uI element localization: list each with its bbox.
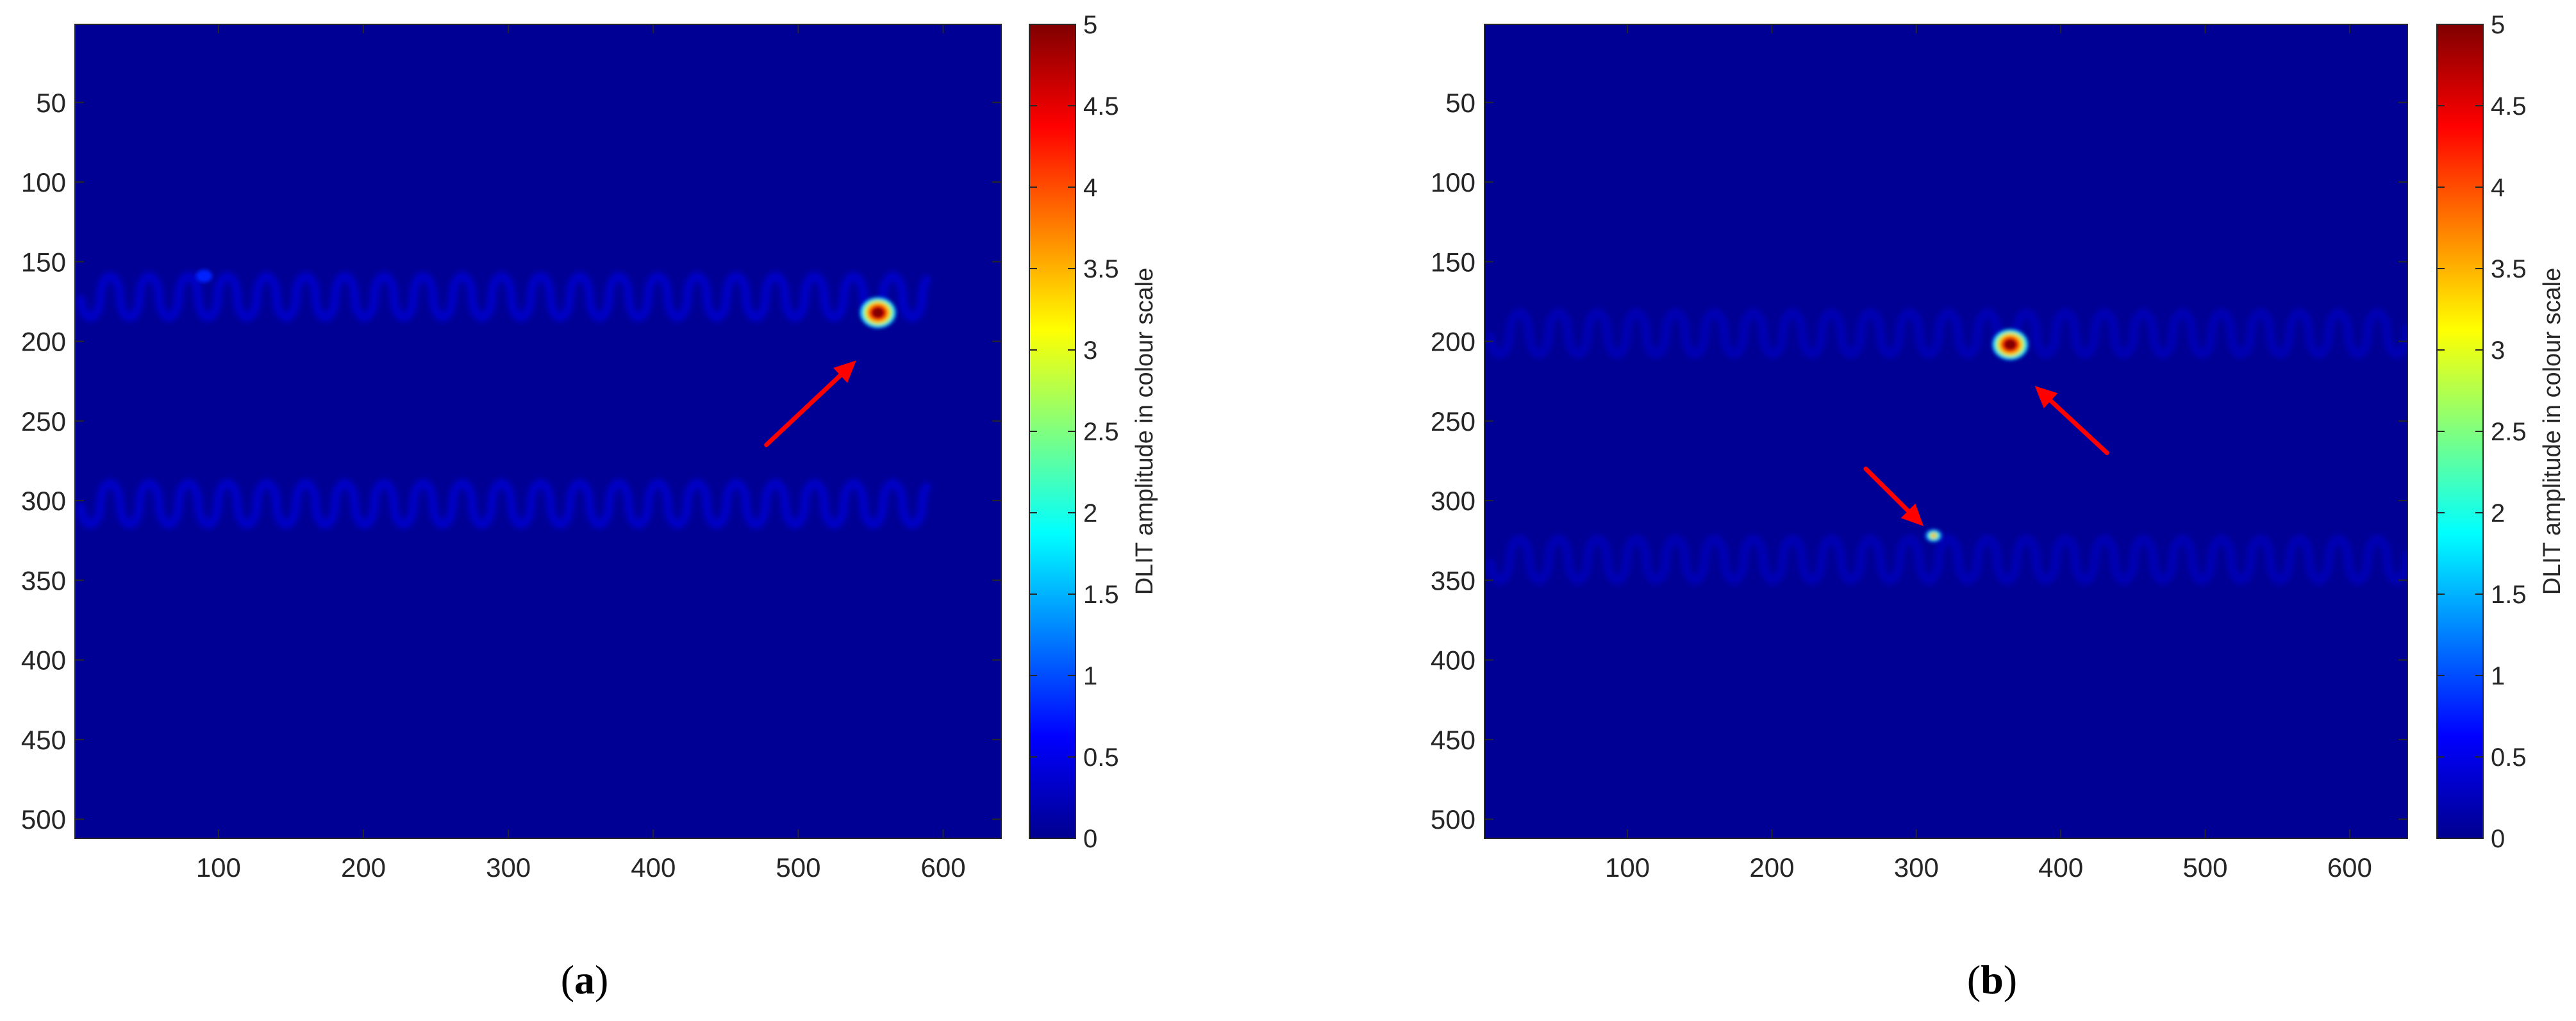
x-tick-label: 200: [341, 852, 386, 883]
y-tick-label: 300: [21, 486, 66, 516]
heatmap-area: [77, 269, 932, 529]
plot-frame: [1484, 24, 2408, 839]
y-tick-label: 350: [21, 565, 66, 595]
colorbar-tick-label: 0: [2491, 825, 2505, 853]
plot-frame: [74, 24, 1002, 839]
x-tick-label: 300: [486, 852, 531, 883]
x-tick-label: 400: [2038, 852, 2083, 883]
serpentine-trace-core-1: [79, 274, 930, 320]
hot-spot-1: [1992, 329, 2029, 360]
colorbar-label: DLIT amplitude in colour scale: [1131, 268, 1158, 595]
serpentine-trace-core-2: [1488, 536, 2407, 583]
y-tick-label: 200: [1431, 327, 1475, 357]
y-tick-label: 50: [1445, 88, 1475, 118]
y-tick-label: 200: [21, 327, 66, 357]
x-tick-label: 200: [1749, 852, 1794, 883]
hot-spot-1: [860, 297, 896, 328]
heatmap-background: [75, 24, 1001, 838]
colorbar-tick-label: 1: [2491, 662, 2505, 690]
colorbar-tick-label: 3.5: [1083, 255, 1119, 283]
y-tick-label: 50: [36, 88, 66, 118]
y-tick-label: 450: [21, 725, 66, 755]
heatmap-area: [1486, 308, 2407, 585]
x-tick-label: 100: [196, 852, 241, 883]
red-arrow-1: [764, 360, 856, 447]
colorbar-tick-label: 3: [2491, 336, 2505, 365]
y-tick-label: 250: [1431, 406, 1475, 436]
colorbar-tick-label: 1: [1083, 662, 1097, 690]
x-tick-label: 100: [1605, 852, 1650, 883]
colorbar-tick-label: 0.5: [2491, 743, 2527, 772]
colorbar-tick-label: 1.5: [2491, 581, 2527, 609]
y-tick-label: 100: [21, 167, 66, 197]
x-tick-label: 500: [776, 852, 820, 883]
panel-caption: (b): [1967, 957, 2017, 1002]
x-tick-label: 600: [2327, 852, 2372, 883]
y-tick-label: 500: [21, 804, 66, 834]
y-tick-label: 100: [1431, 167, 1475, 197]
colorbar-tick-label: 5: [2491, 11, 2505, 39]
hot-spot-2: [195, 269, 213, 283]
colorbar-tick-label: 2: [2491, 499, 2505, 527]
colorbar-tick-label: 4: [2491, 174, 2505, 202]
colorbar-tick-label: 2.5: [2491, 418, 2527, 446]
colorbar-tick-label: 2: [1083, 499, 1097, 527]
colorbar-tick-label: 1.5: [1083, 581, 1119, 609]
colorbar-tick-label: 3.5: [2491, 255, 2527, 283]
heatmap-background: [1484, 24, 2407, 838]
panel-a: 100 200 300 400 500 6005010015020025030035040…: [21, 11, 1158, 1002]
colorbar-tick-label: 0.5: [1083, 743, 1119, 772]
colorbar-tick-label: 5: [1083, 11, 1097, 39]
serpentine-trace-core-2: [79, 481, 930, 527]
y-tick-label: 400: [21, 645, 66, 676]
x-tick-label: 500: [2182, 852, 2227, 883]
colorbar-tick-label: 0: [1083, 825, 1097, 853]
colorbar-tick-label: 3: [1083, 336, 1097, 365]
x-tick-label: 600: [921, 852, 966, 883]
y-tick-label: 400: [1431, 645, 1475, 676]
y-tick-label: 250: [21, 406, 66, 436]
panel-caption: (a): [561, 957, 609, 1002]
colorbar-tick-label: 4.5: [2491, 92, 2527, 120]
y-tick-label: 500: [1431, 804, 1475, 834]
y-tick-label: 150: [21, 247, 66, 277]
y-tick-label: 350: [1431, 565, 1475, 595]
red-arrow-2: [1863, 466, 1924, 526]
hot-spot-2: [1925, 529, 1942, 542]
y-tick-label: 150: [1431, 247, 1475, 277]
x-tick-label: 300: [1894, 852, 1939, 883]
panel-b: 100 200 300 400 500 6005010015020025030035040…: [1431, 11, 2566, 1002]
red-arrow-1: [2034, 386, 2109, 456]
y-tick-label: 300: [1431, 486, 1475, 516]
colorbar-label: DLIT amplitude in colour scale: [2539, 268, 2566, 595]
serpentine-trace-core-1: [1488, 310, 2407, 356]
colorbar-tick-label: 4: [1083, 174, 1097, 202]
colorbar-tick-label: 4.5: [1083, 92, 1119, 120]
y-tick-label: 450: [1431, 725, 1475, 755]
colorbar-tick-label: 2.5: [1083, 418, 1119, 446]
x-tick-label: 400: [631, 852, 676, 883]
